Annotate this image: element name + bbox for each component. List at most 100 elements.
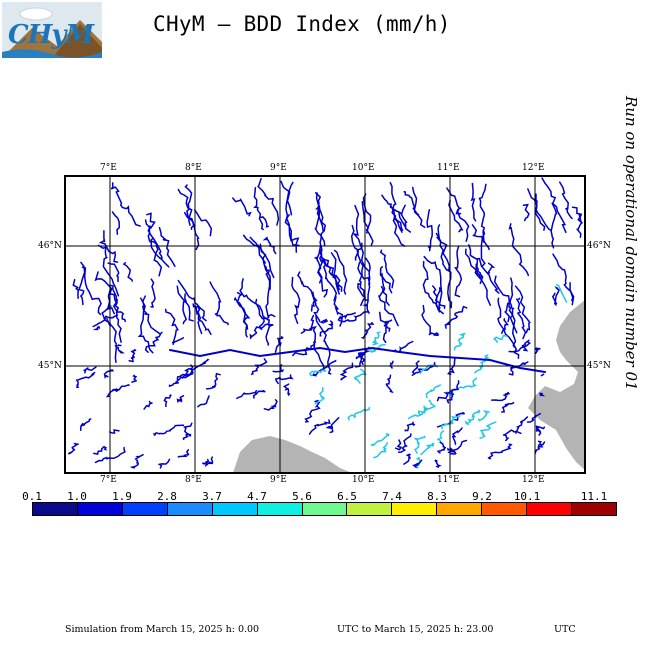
river-segment <box>330 252 341 291</box>
river-segment <box>379 266 393 294</box>
river-segment <box>358 262 369 302</box>
river-segment <box>209 281 229 326</box>
chym-logo: CHyM <box>2 2 102 58</box>
river-segment <box>550 202 558 232</box>
river-segment <box>419 364 439 375</box>
legend-swatch <box>347 503 393 515</box>
river-segment <box>436 430 445 442</box>
legend-colorbar <box>32 502 617 516</box>
river-segment <box>428 332 440 337</box>
river-segment <box>78 261 86 306</box>
legend-label: 1.0 <box>67 490 87 503</box>
river-segment <box>479 421 497 440</box>
river-segment <box>158 226 176 267</box>
river-segment <box>176 395 185 404</box>
river-segment <box>411 360 420 375</box>
river-segment <box>502 429 522 442</box>
river-segment <box>361 257 371 314</box>
river-segment <box>508 223 530 277</box>
river-segment <box>182 293 188 325</box>
river-segment <box>325 417 340 434</box>
river-segment <box>435 232 453 309</box>
legend-swatch <box>77 503 123 515</box>
river-segment <box>515 297 527 340</box>
river-segment <box>423 255 441 271</box>
river-segment <box>474 354 490 374</box>
graticule <box>65 176 585 473</box>
river-segment <box>578 214 582 223</box>
lon-top-label: 12°E <box>522 163 545 173</box>
river-segment <box>468 244 500 294</box>
lat-left-label: 46°N <box>38 241 62 251</box>
river-segment <box>471 224 490 251</box>
legend-label: 4.7 <box>247 490 267 503</box>
river-segment <box>355 352 365 368</box>
river-segment <box>122 262 134 282</box>
legend-swatch <box>527 503 573 515</box>
river-segment <box>558 181 573 220</box>
river-segment <box>381 273 390 306</box>
river-segment <box>397 433 412 454</box>
river-segment <box>534 347 541 354</box>
river-segment <box>98 230 119 263</box>
lon-bottom-label: 12°E <box>522 475 545 485</box>
river-segment <box>350 224 359 261</box>
river-segment <box>357 242 371 285</box>
river-segment <box>93 445 108 455</box>
river-segment <box>444 305 468 329</box>
river-segment <box>501 318 509 334</box>
river-segment <box>274 374 294 385</box>
river-segment <box>504 300 512 323</box>
river-segment <box>381 194 403 233</box>
legend-swatch <box>392 503 438 515</box>
river-segment <box>407 405 428 420</box>
legend-label: 11.1 <box>580 490 608 503</box>
river-segment <box>508 277 517 348</box>
legend-swatch <box>33 503 78 515</box>
river-segment <box>283 383 291 396</box>
legend-label: 5.6 <box>292 490 312 503</box>
river-segment <box>526 412 542 423</box>
river-segment <box>292 341 317 357</box>
river-segment <box>67 442 79 455</box>
river-segment <box>205 372 221 390</box>
river-segment <box>249 323 274 340</box>
river-segment <box>487 443 513 460</box>
legend-swatch <box>482 503 528 515</box>
river-segment <box>362 193 372 234</box>
river-segment <box>551 292 558 305</box>
river-segment <box>114 344 125 354</box>
river-segment <box>263 399 278 411</box>
river-segment <box>420 399 437 416</box>
river-segment <box>304 399 321 423</box>
river-segment <box>291 276 301 324</box>
river-segment <box>253 187 264 231</box>
river-segment <box>434 459 442 468</box>
river-segment <box>94 446 126 464</box>
lat-right-label: 45°N <box>587 361 611 371</box>
river-segment <box>435 224 451 272</box>
legend-swatch <box>122 503 168 515</box>
river-segment <box>196 305 203 335</box>
map-frame <box>64 175 586 474</box>
river-segment <box>150 278 156 308</box>
river-segment <box>250 358 268 376</box>
river-segment <box>285 214 300 253</box>
river-segment <box>312 359 337 377</box>
river-segment <box>555 284 568 303</box>
legend-label: 6.5 <box>337 490 357 503</box>
river-segment <box>314 205 323 260</box>
river-segment <box>414 435 426 454</box>
river-segment <box>254 298 271 346</box>
river-segment <box>552 253 575 306</box>
river-segment <box>493 275 518 334</box>
river-segment <box>378 311 389 344</box>
river-segment <box>438 269 443 311</box>
river-segment <box>540 373 545 377</box>
river-segment <box>297 271 321 323</box>
river-segment <box>317 255 329 298</box>
river-segment <box>425 384 442 399</box>
river-segment <box>164 308 179 346</box>
footer-tz: UTC <box>554 624 576 635</box>
river-segment <box>106 317 118 364</box>
